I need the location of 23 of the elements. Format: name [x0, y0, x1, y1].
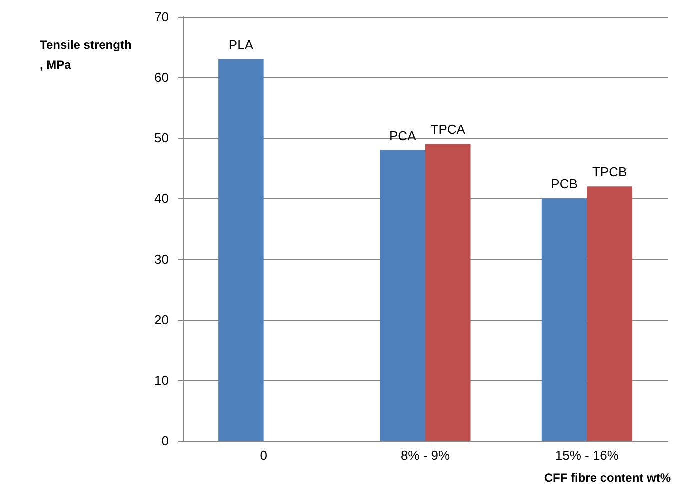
- y-tick-label: 20: [154, 312, 169, 328]
- y-tick-label: 40: [154, 191, 169, 206]
- y-tick-label: 70: [154, 10, 169, 24]
- y-tick-label: 10: [154, 372, 169, 388]
- y-axis-title: Tensile strength, MPa: [40, 38, 132, 72]
- bar: [587, 186, 632, 441]
- bar: [380, 150, 426, 441]
- annotation: TPCB: [592, 164, 628, 180]
- y-tick-label: 60: [154, 70, 169, 86]
- bar: [218, 59, 264, 441]
- x-tick-label: 0: [260, 448, 268, 463]
- y-tick-label: 0: [162, 434, 169, 448]
- annotation: PCA: [390, 128, 417, 144]
- annotation: TPCA: [430, 122, 466, 138]
- x-axis-title: CFF fibre content wt%: [544, 471, 672, 485]
- y-tick-label: 50: [154, 130, 169, 146]
- bar: [542, 198, 588, 441]
- annotation: PLA: [228, 37, 254, 52]
- x-tick-label: 15% - 16%: [555, 448, 620, 463]
- bar: [426, 144, 471, 441]
- annotation: PCB: [551, 176, 578, 192]
- x-tick-label: 8% - 9%: [400, 448, 450, 463]
- y-tick-label: 30: [154, 252, 169, 267]
